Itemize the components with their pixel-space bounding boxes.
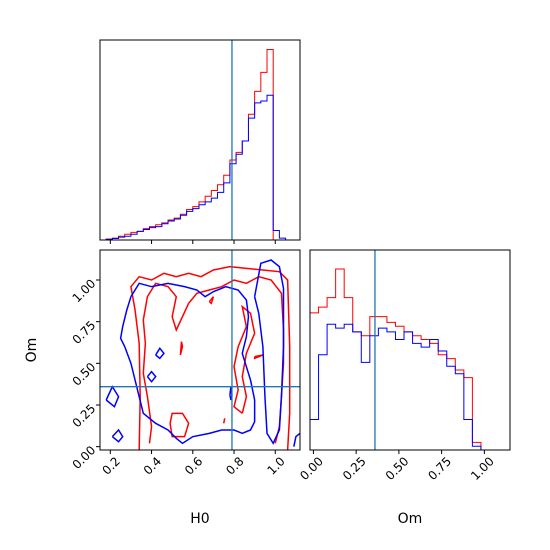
contour-blue-3 <box>111 428 124 443</box>
histogram-series-blue <box>100 94 292 240</box>
contour-red-4 <box>253 354 264 360</box>
x-tick-label: 1.00 <box>468 454 497 483</box>
contour-blue-5 <box>155 347 165 360</box>
plot-area <box>310 250 499 450</box>
y-tick-label: 0.25 <box>70 401 99 430</box>
x-axis-label-h0: H0 <box>190 511 209 527</box>
y-tick-label: 0.75 <box>70 318 99 347</box>
histogram-h0-panel <box>99 39 301 244</box>
histogram-series-blue <box>310 323 499 450</box>
panel-frame <box>99 39 301 241</box>
x-tick-label: 0.00 <box>297 454 326 483</box>
contour-red-0 <box>130 265 291 450</box>
contour-red-3 <box>233 304 256 414</box>
contour-red-5 <box>179 341 184 356</box>
y-tick-label: 0.50 <box>70 360 99 389</box>
contour-red-1 <box>142 275 285 444</box>
contour-h0-om-panel: 0.2 0.4 0.6 0.8 1.0 0.00 0.25 0.50 0.75 1.00 <box>70 249 301 478</box>
x-tick-label: 0.25 <box>340 454 369 483</box>
contour-blue-4 <box>146 370 157 383</box>
y-axis-label-om: Om <box>24 338 40 363</box>
y-tick-label: 0.00 <box>70 443 99 472</box>
contour-blue-0 <box>119 282 256 445</box>
x-tick-label: 0.2 <box>99 454 122 477</box>
contour-blue-2 <box>105 385 120 408</box>
plot-area <box>100 40 292 240</box>
contour-red-6 <box>222 418 226 424</box>
x-tick-label: 0.50 <box>383 454 412 483</box>
contour-blue-1 <box>253 259 285 445</box>
contour-red-7 <box>208 296 215 305</box>
contour-red-2 <box>169 412 190 438</box>
panel-frame <box>309 249 511 451</box>
histogram-om-panel: 0.00 0.25 0.50 0.75 1.00 <box>297 249 511 483</box>
plot-area <box>100 250 300 450</box>
x-tick-label: 0.75 <box>425 454 454 483</box>
histogram-series-red <box>310 268 499 450</box>
histogram-series-red <box>100 49 292 240</box>
x-tick-label: 0.6 <box>182 454 205 477</box>
y-tick-label: 1.00 <box>70 276 99 305</box>
x-tick-label: 0.8 <box>223 454 246 477</box>
x-tick-label: 0.4 <box>141 454 164 477</box>
contour-blue-7 <box>293 432 300 447</box>
x-tick-label: 1.0 <box>264 454 287 477</box>
panel-frame <box>99 249 301 451</box>
x-axis-label-om-hist: Om <box>398 511 423 527</box>
